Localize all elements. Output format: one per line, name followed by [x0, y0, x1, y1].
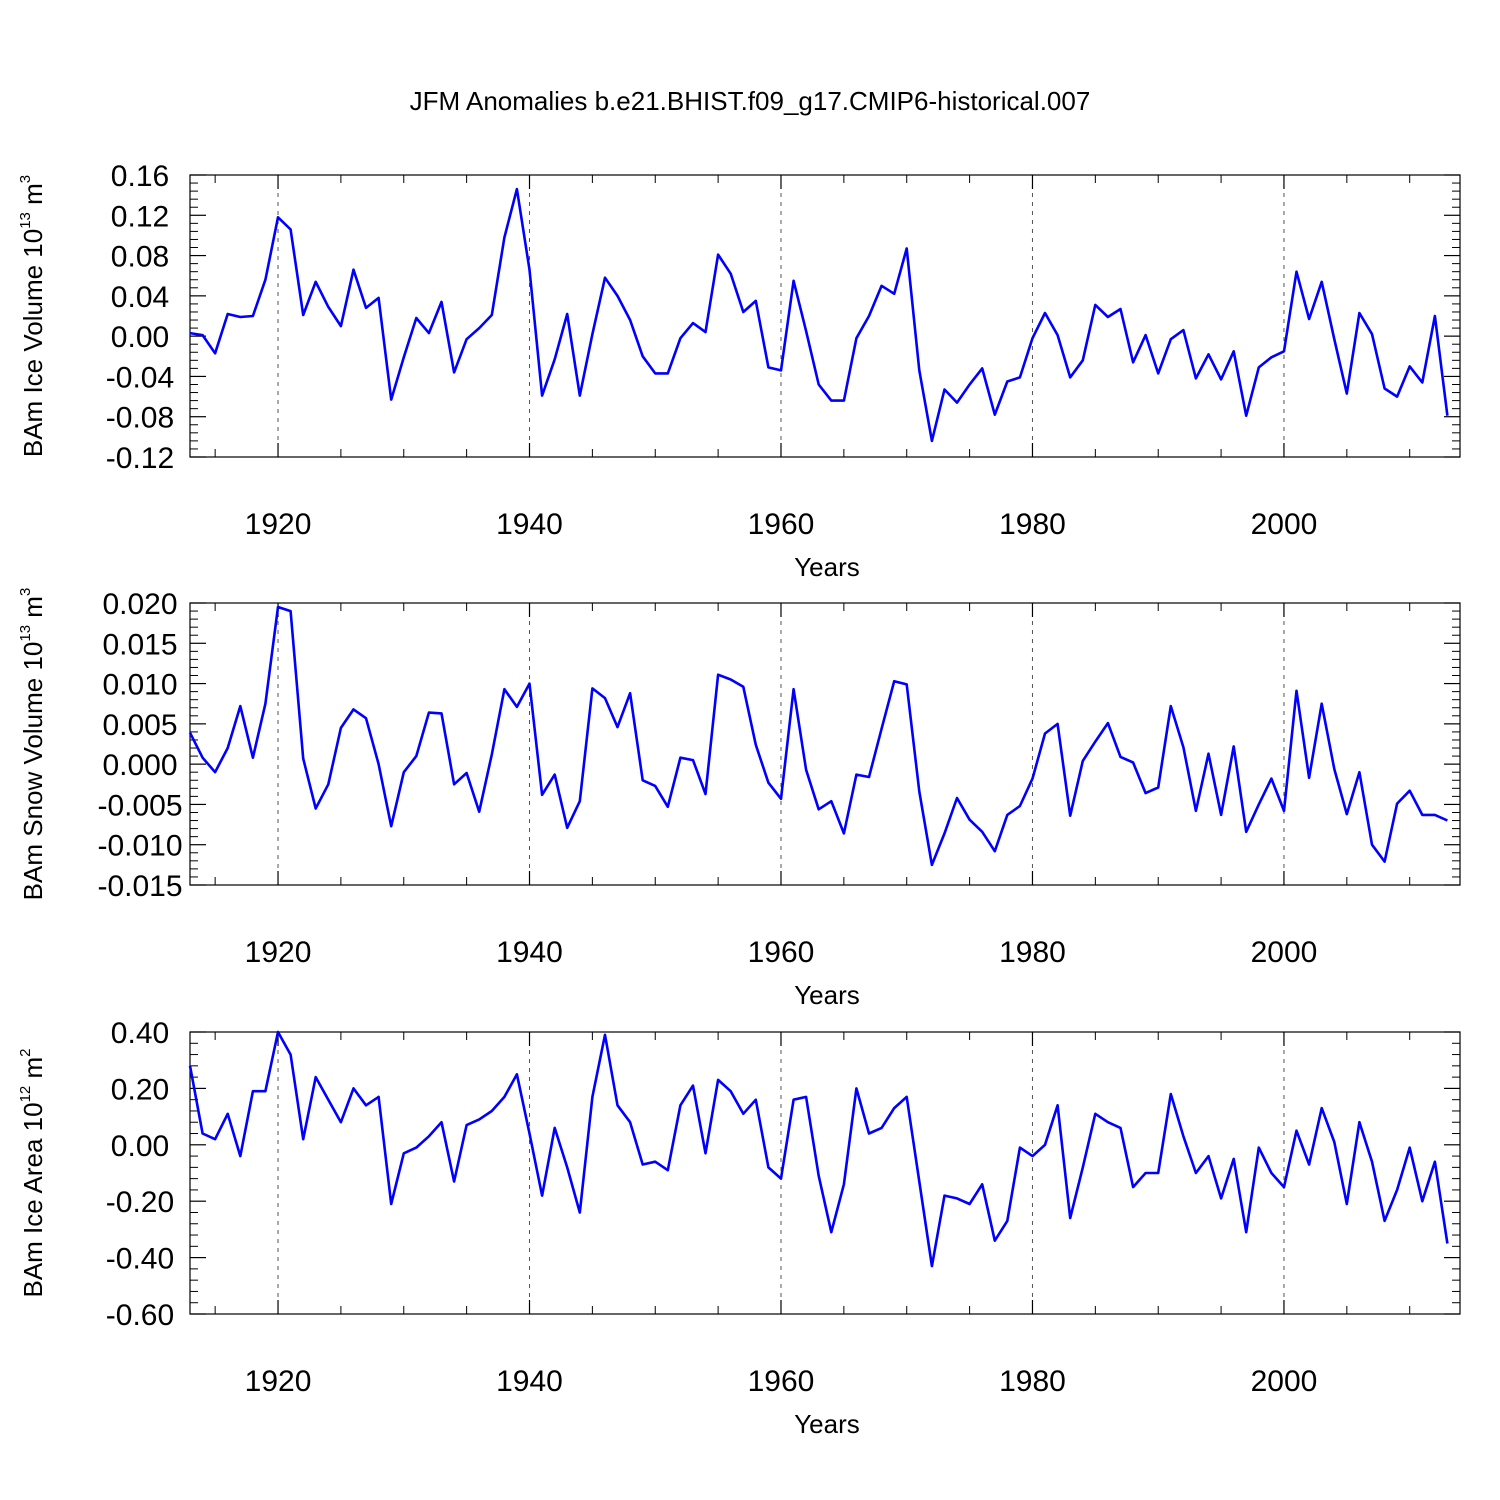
snow-volume-y-axis-title: BAm Snow Volume 1013 m3: [17, 588, 48, 901]
ice-volume-y-tick-label: 0.12: [111, 200, 169, 233]
snow-volume-x-tick-label: 2000: [1251, 936, 1318, 969]
ice-volume-x-tick-label: 1980: [999, 508, 1066, 541]
ice-volume-y-tick-label: -0.08: [106, 402, 174, 435]
panels: 1920 1940 1960 1980 2000-0.12-0.08-0.040.000…: [17, 160, 1461, 1439]
ice-volume-y-tick-label: -0.04: [106, 361, 174, 394]
ice-volume-x-tick-label: 1940: [496, 508, 563, 541]
ice-area-y-tick-label: 0.00: [111, 1130, 169, 1163]
ice-area-x-axis-title: Years: [794, 1409, 860, 1439]
ice-area-x-tick-label: 1960: [748, 1365, 815, 1398]
ice-area-x-tick-label: 1980: [999, 1365, 1066, 1398]
ice-area-series-line: [188, 1030, 1449, 1268]
ice-area-x-tick-label: 1940: [496, 1365, 563, 1398]
snow-volume-panel: 1920 1940 1960 1980 2000 -0.015 -0.010 -0.005 0.…: [17, 588, 1461, 1010]
ice-area-x-tick-label: 1920: [245, 1365, 312, 1398]
ice-volume-x-tick-label: 1920: [245, 508, 312, 541]
snow-volume-y-tick-label: 0.005: [102, 709, 177, 742]
ice-volume-x-tick-label: 1960: [748, 508, 815, 541]
ice-volume-y-tick-label: 0.16: [111, 160, 169, 193]
ice-area-x-tick-label: 2000: [1251, 1365, 1318, 1398]
ice-volume-series-line: [189, 187, 1449, 443]
ice-volume-y-tick-label: -0.12: [106, 442, 174, 475]
snow-volume-x-axis-title: Years: [794, 980, 860, 1010]
ice-area-y-tick-label: -0.60: [106, 1299, 174, 1332]
snow-volume-x-tick-label: 1960: [748, 936, 815, 969]
ice-area-y-axis-title: BAm Ice Area 1012 m2: [17, 1048, 48, 1297]
ice-area-y-tick-label: -0.20: [106, 1186, 174, 1219]
snow-volume-y-tick-label: 0.020: [102, 588, 177, 621]
snow-volume-y-tick-label: -0.015: [97, 870, 182, 903]
ice-area-y-tick-label: 0.20: [111, 1073, 169, 1106]
ice-area-plot-frame: [189, 1031, 1461, 1315]
ice-area-panel: 1920 1940 1960 1980 2000 -0.60 -0.40 -0.20 0.00 0…: [17, 1017, 1461, 1439]
ice-volume-y-tick-label: 0.00: [111, 321, 169, 354]
snow-volume-plot-frame: [189, 602, 1461, 886]
ice-volume-y-tick-label: 0.08: [111, 241, 169, 274]
snow-volume-series-line: [188, 605, 1448, 867]
snow-volume-y-tick-label: 0.015: [102, 628, 177, 661]
ice-volume-x-axis-title: Years: [794, 552, 860, 582]
snow-volume-x-tick-label: 1980: [999, 936, 1066, 969]
ice-volume-x-tick-label: 2000: [1251, 508, 1318, 541]
snow-volume-y-tick-label: 0.000: [102, 749, 177, 782]
snow-volume-x-tick-label: 1940: [496, 936, 563, 969]
snow-volume-y-tick-label: -0.005: [97, 789, 182, 822]
snow-volume-x-tick-label: 1920: [245, 936, 312, 969]
ice-area-y-tick-label: -0.40: [106, 1243, 174, 1276]
ice-volume-y-tick-label: 0.04: [111, 281, 169, 314]
snow-volume-y-tick-label: 0.010: [102, 669, 177, 702]
ice-volume-plot-frame: [189, 174, 1461, 458]
ice-area-y-tick-label: 0.40: [111, 1017, 169, 1050]
ice-volume-panel: 1920 1940 1960 1980 2000 -0.12 -0.08 -0.04 0.00 0…: [17, 160, 1461, 582]
figure-title: JFM Anomalies b.e21.BHIST.f09_g17.CMIP6-…: [410, 86, 1091, 116]
snow-volume-y-tick-label: -0.010: [97, 830, 182, 863]
ice-volume-y-axis-title: BAm Ice Volume 1013 m3: [17, 175, 48, 457]
